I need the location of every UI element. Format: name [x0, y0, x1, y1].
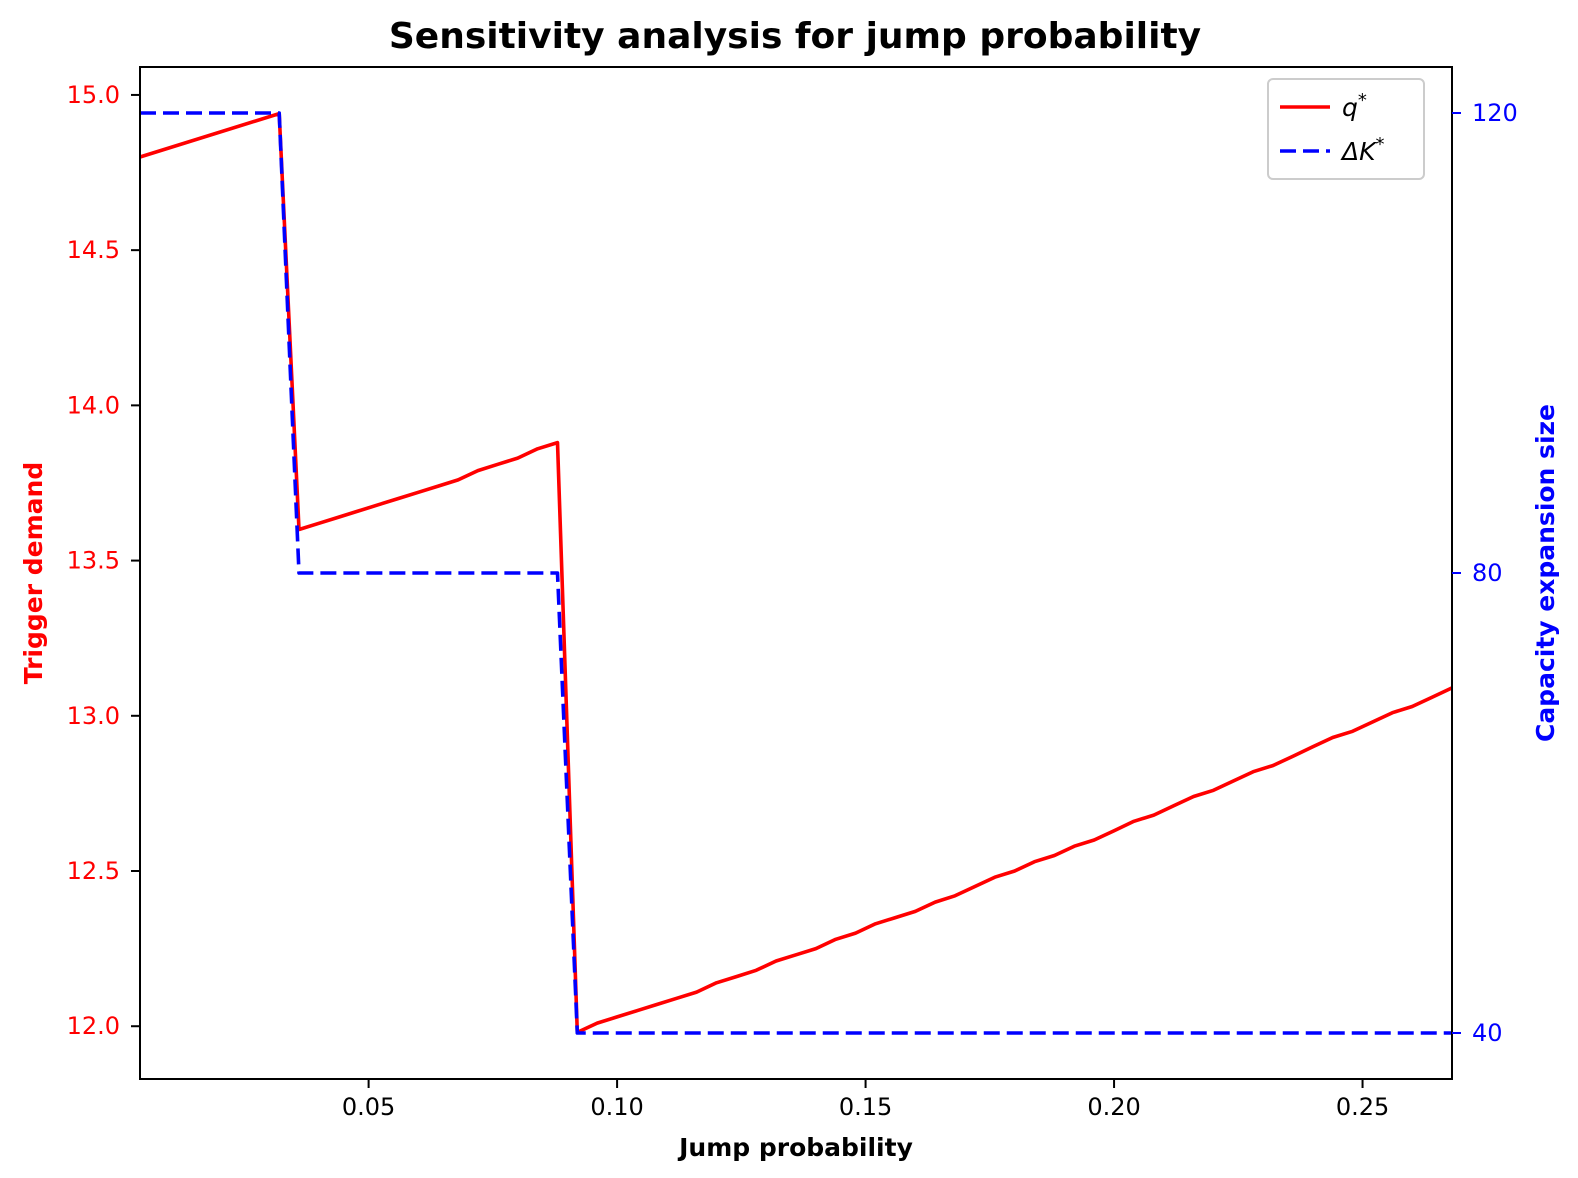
- left-y-tick-label: 13.5: [67, 547, 120, 575]
- series-line-q: [139, 111, 1453, 1035]
- series-layer: [139, 111, 1453, 1035]
- left-y-tick-label: 13.0: [67, 702, 120, 730]
- legend: q* ΔK*: [1267, 78, 1425, 180]
- x-tick-label: 0.10: [590, 1093, 643, 1121]
- x-tick-label: 0.25: [1336, 1093, 1389, 1121]
- right-y-tick-label: 40: [1472, 1019, 1503, 1047]
- x-tick-label: 0.20: [1087, 1093, 1140, 1121]
- right-y-axis-label: Capacity expansion size: [1531, 404, 1560, 742]
- left-y-tick-label: 14.5: [67, 236, 120, 264]
- legend-label: ΔK*: [1340, 134, 1385, 166]
- left-y-axis: 12.0 12.5 13.0 13.5 14.0 14.5 15.0: [67, 81, 140, 1040]
- left-y-tick-label: 12.0: [67, 1012, 120, 1040]
- right-y-axis: 40 80 120: [1452, 99, 1518, 1047]
- x-axis: 0.05 0.10 0.15 0.20 0.25: [342, 1079, 1389, 1121]
- left-y-tick-label: 15.0: [67, 81, 120, 109]
- left-y-axis-label: Trigger demand: [19, 462, 48, 684]
- plot-frame: [139, 66, 1453, 1080]
- right-y-tick-label: 80: [1472, 559, 1503, 587]
- chart-title: Sensitivity analysis for jump probabilit…: [389, 16, 1201, 57]
- left-y-tick-label: 14.0: [67, 391, 120, 419]
- legend-box: [1267, 78, 1425, 180]
- right-y-tick-label: 120: [1472, 99, 1518, 127]
- series-line-delta-k: [140, 111, 1452, 1035]
- x-axis-label: Jump probability: [677, 1133, 913, 1162]
- x-tick-label: 0.05: [342, 1093, 395, 1121]
- legend-label: q*: [1342, 90, 1367, 122]
- left-y-tick-label: 12.5: [67, 857, 120, 885]
- x-tick-label: 0.15: [839, 1093, 892, 1121]
